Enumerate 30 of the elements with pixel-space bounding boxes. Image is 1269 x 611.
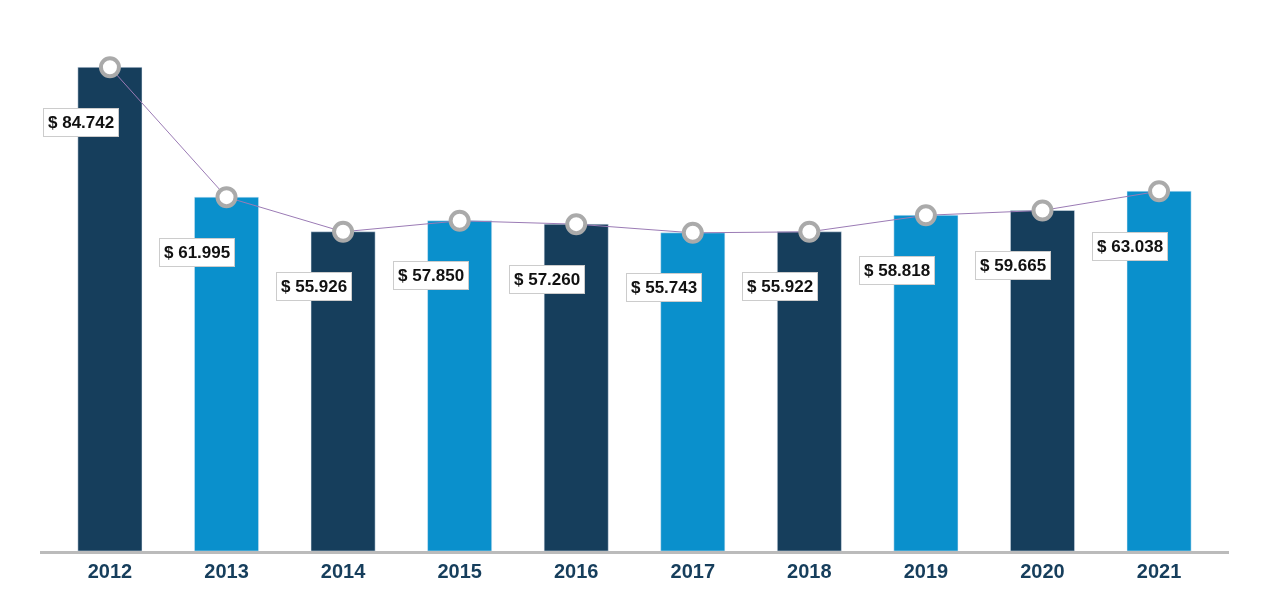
data-label: $ 55.743: [631, 278, 698, 297]
x-tick-label: 2012: [87, 560, 133, 582]
x-tick-label: 2020: [1020, 560, 1065, 582]
point: [1148, 180, 1171, 203]
point: [681, 221, 704, 244]
point: [914, 204, 937, 227]
x-tick-label: 2017: [670, 560, 716, 582]
data-label: $ 59.665: [980, 256, 1047, 275]
x-tick-label: 2014: [320, 560, 367, 582]
data-label: $ 57.260: [514, 270, 581, 289]
x-tick-label: 2021: [1136, 560, 1182, 582]
data-label: $ 61.995: [164, 243, 231, 262]
point: [98, 56, 121, 79]
data-label: $ 55.922: [747, 277, 814, 296]
x-tick-label: 2013: [204, 560, 249, 582]
data-label: $ 63.038: [1097, 237, 1164, 256]
x-tick-label: 2016: [553, 560, 599, 582]
x-tick-label: 2015: [437, 560, 482, 582]
point: [332, 220, 355, 243]
data-label: $ 55.926: [281, 277, 348, 296]
x-tick-label: 2019: [903, 560, 949, 582]
point: [565, 213, 588, 236]
point: [798, 220, 821, 243]
data-label: $ 57.850: [398, 266, 465, 285]
data-label: $ 84.742: [48, 113, 115, 132]
data-label: $ 58.818: [864, 261, 931, 280]
x-tick-label: 2018: [787, 560, 832, 582]
point: [448, 209, 471, 232]
point: [1031, 199, 1054, 222]
point: [215, 186, 238, 209]
